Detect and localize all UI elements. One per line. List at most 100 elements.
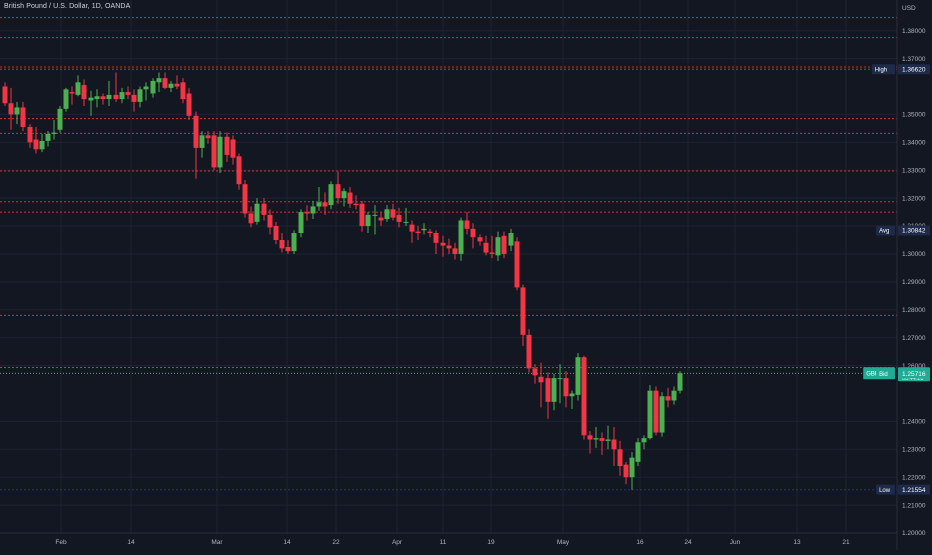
candle-up [372,205,378,235]
candle-body [359,203,365,227]
candle-body [396,214,402,222]
candle-down [464,212,470,235]
candle-down [538,362,544,408]
candle-body [526,334,532,369]
candle-down [267,209,273,235]
candle-body [291,233,297,252]
candle-down [322,192,328,215]
candle-down [427,228,433,238]
candle-body [322,202,328,207]
candle-body [440,242,446,246]
candle-up [143,82,149,101]
marker-value-bg [898,484,930,495]
candle-body [390,209,396,218]
y-tick-label: 1.38000 [902,28,926,35]
candle-body [341,191,347,199]
candle-up [94,89,100,108]
candle-down [279,233,285,253]
candle-body [464,220,470,229]
candle-body [605,439,611,441]
candle-body [137,89,143,102]
candle-body [617,449,623,467]
candle-body [51,132,57,134]
candle-down [532,364,538,384]
candle-body [599,438,605,441]
candle-body [353,203,359,206]
candle-body [63,89,69,109]
candle-body [94,96,100,100]
candle-down [205,131,211,144]
candle-body [446,245,452,249]
candle-body [125,92,131,95]
x-tick-label: 21 [842,539,850,546]
candle-down [415,226,421,240]
candle-body [254,203,260,222]
x-tick-label: Mar [211,539,223,546]
candle-body [641,438,647,443]
x-tick-label: 16 [636,539,644,546]
candle-body [623,464,629,478]
candle-down [100,93,106,105]
candle-body [267,214,273,228]
candle-down [409,220,415,243]
candle-down [520,284,526,347]
y-tick-label: 1.34000 [902,140,926,147]
candle-body [514,241,520,288]
candle-body [2,86,8,104]
marker-tag-bg [876,368,895,379]
candle-body [581,357,587,436]
candle-up [328,181,334,210]
candle-body [193,115,199,148]
candle-up [384,205,390,222]
candle-down [359,200,365,232]
candle-body [532,368,538,376]
candle-body [88,97,94,101]
candle-body [563,378,569,397]
candle-body [224,136,230,155]
candle-body [489,252,495,254]
candle-body [671,390,677,401]
candle-body [551,378,557,402]
y-tick-label: 1.24000 [902,419,926,426]
candle-down [131,89,137,112]
candle-body [647,390,653,439]
candle-up [51,119,57,140]
candle-down [261,198,267,221]
candle-up [605,425,611,450]
grid-layer [0,0,897,534]
candle-up [575,353,581,401]
y-tick-label: 1.21000 [902,502,926,509]
candle-down [581,355,587,440]
x-tick-label: Feb [55,539,67,546]
candle-down [514,237,520,291]
candle-body [273,226,279,240]
candle-body [69,92,75,94]
candle-down [174,75,180,90]
time-axis-panel [0,533,897,550]
candle-up [629,452,635,490]
candle-body [538,376,544,383]
candle-down [211,131,217,171]
candle-up [199,131,205,158]
marker-tag-label: High [875,68,887,74]
candle-body [495,237,501,256]
x-tick-label: May [557,539,570,546]
candle-down [236,153,242,190]
candle-body [174,83,180,87]
x-tick-label: Jun [730,539,741,546]
y-tick-label: 1.28000 [902,307,926,314]
candle-body [39,140,45,150]
marker-tag-bg [871,64,895,75]
candle-up [647,385,653,440]
candle-up [14,101,20,125]
candle-body [143,86,149,90]
candle-body [427,231,433,234]
candle-down [248,206,254,228]
candle-down [396,207,402,228]
candle-down [440,235,446,257]
candle-down [224,132,230,162]
candle-body [57,108,63,130]
candle-body [168,83,174,88]
